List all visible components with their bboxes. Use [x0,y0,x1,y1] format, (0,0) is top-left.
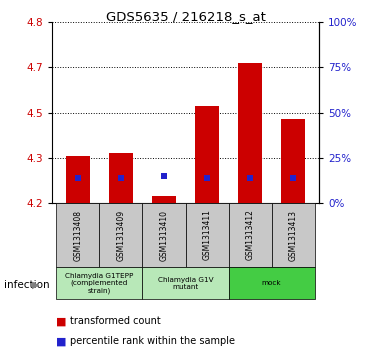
Bar [66,156,90,203]
FancyBboxPatch shape [99,203,142,267]
Bar [152,196,176,203]
FancyBboxPatch shape [142,267,229,299]
FancyBboxPatch shape [56,203,99,267]
FancyBboxPatch shape [56,267,142,299]
Text: infection: infection [4,280,49,290]
FancyBboxPatch shape [186,203,229,267]
Text: Chlamydia G1V
mutant: Chlamydia G1V mutant [158,277,213,290]
Text: Chlamydia G1TEPP
(complemented
strain): Chlamydia G1TEPP (complemented strain) [65,273,134,294]
Bar [109,154,133,203]
Text: GSM1313410: GSM1313410 [160,209,168,261]
Text: ▶: ▶ [32,280,39,290]
FancyBboxPatch shape [142,203,186,267]
Text: ■: ■ [56,316,66,326]
Bar [195,106,219,203]
Text: GSM1313412: GSM1313412 [246,209,255,261]
Text: GSM1313413: GSM1313413 [289,209,298,261]
Text: percentile rank within the sample: percentile rank within the sample [70,336,236,346]
Text: GSM1313411: GSM1313411 [203,209,211,261]
Text: GSM1313409: GSM1313409 [116,209,125,261]
Text: transformed count: transformed count [70,316,161,326]
Text: ■: ■ [56,336,66,346]
FancyBboxPatch shape [229,203,272,267]
Bar [238,63,262,203]
Bar [281,119,305,203]
FancyBboxPatch shape [229,267,315,299]
Text: GDS5635 / 216218_s_at: GDS5635 / 216218_s_at [106,10,265,23]
FancyBboxPatch shape [272,203,315,267]
Text: mock: mock [262,280,282,286]
Text: GSM1313408: GSM1313408 [73,209,82,261]
